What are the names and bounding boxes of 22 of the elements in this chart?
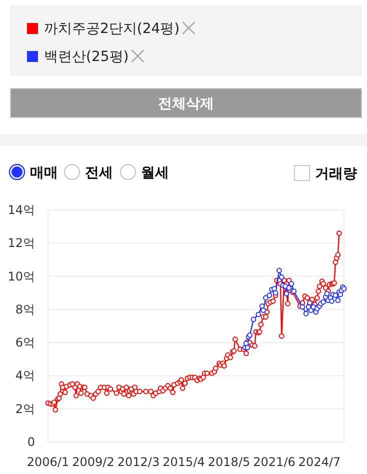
legend-label: 백련산(25평)	[44, 49, 129, 65]
y-tick-label: 6억	[15, 336, 35, 350]
y-tick-label: 10억	[8, 269, 35, 284]
y-tick-label: 12억	[8, 236, 35, 250]
x-tick-label: 2006/1	[26, 455, 70, 469]
y-tick-label: 4억	[15, 368, 35, 383]
x-tick-label: 2009/2	[72, 455, 114, 469]
x-tick-label: 2018/5	[208, 455, 250, 469]
text: 거래량	[315, 166, 357, 182]
y-tick-label: 0	[27, 435, 35, 449]
x-tick-label: 2024/7	[298, 455, 341, 469]
text: 매매	[30, 165, 58, 181]
button: 전체삭제	[10, 88, 362, 118]
text: 월세	[141, 165, 169, 181]
x-tick-label: 2012/3	[117, 455, 160, 469]
x-tick-label: 2021/6	[253, 455, 296, 469]
legend-label: 까치주공2단지(24평)	[44, 21, 180, 37]
y-tick-label: 8억	[15, 302, 35, 316]
y-tick-label: 2억	[15, 402, 35, 416]
y-tick-label: 14억	[8, 203, 35, 217]
x-tick-label: 2015/4	[162, 455, 205, 469]
text: 전세	[85, 165, 113, 181]
